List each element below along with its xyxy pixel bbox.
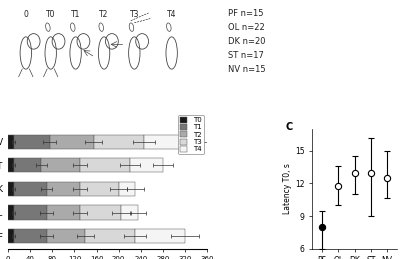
Bar: [8, 182, 14, 196]
Legend: T0, T1, T2, T3, T4: T0, T1, T2, T3, T4: [178, 115, 204, 154]
Bar: [14, 205, 47, 220]
Y-axis label: Latency T0, s: Latency T0, s: [283, 163, 292, 214]
Bar: [80, 205, 122, 220]
Bar: [47, 205, 80, 220]
Text: DK n=20: DK n=20: [228, 37, 266, 46]
Bar: [8, 205, 14, 220]
Bar: [49, 135, 94, 149]
Bar: [144, 135, 196, 149]
Text: ST n=17: ST n=17: [228, 51, 264, 60]
Text: T2: T2: [99, 10, 109, 19]
Text: T3: T3: [130, 10, 139, 19]
Bar: [47, 182, 80, 196]
Bar: [8, 229, 14, 243]
Bar: [14, 182, 47, 196]
Text: 0: 0: [23, 10, 28, 19]
Bar: [80, 158, 130, 172]
Text: T0: T0: [46, 10, 55, 19]
Text: C: C: [285, 122, 292, 132]
Bar: [122, 205, 138, 220]
Bar: [41, 158, 80, 172]
Bar: [130, 158, 163, 172]
Bar: [94, 135, 144, 149]
Bar: [14, 229, 47, 243]
Bar: [135, 229, 185, 243]
Bar: [8, 135, 14, 149]
Bar: [119, 182, 135, 196]
Text: PF n=15: PF n=15: [228, 9, 264, 18]
Bar: [85, 229, 135, 243]
Text: T4: T4: [167, 10, 176, 19]
Text: T1: T1: [71, 10, 80, 19]
Bar: [47, 229, 85, 243]
Bar: [8, 158, 14, 172]
Bar: [80, 182, 119, 196]
Bar: [14, 158, 41, 172]
Text: NV n=15: NV n=15: [228, 65, 266, 74]
Text: OL n=22: OL n=22: [228, 23, 265, 32]
Bar: [14, 135, 49, 149]
